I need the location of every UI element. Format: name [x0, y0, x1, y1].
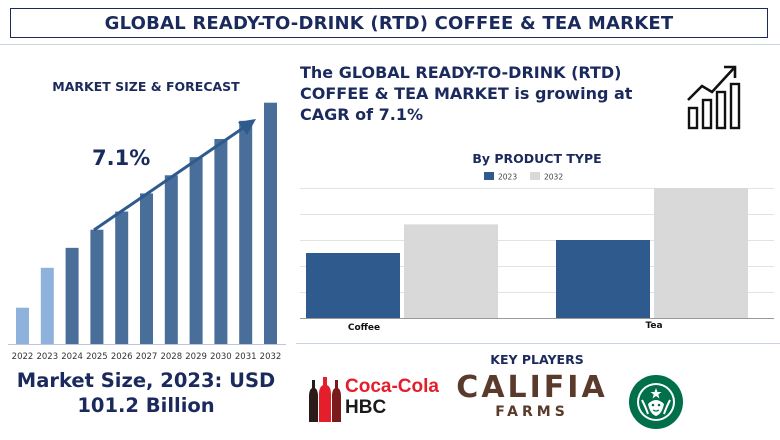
x-tick-label: 2024 — [61, 352, 83, 362]
bar-2032 — [264, 102, 277, 344]
bar-2031 — [239, 120, 253, 344]
bar-coffee-2032 — [404, 224, 498, 318]
bar-2025 — [90, 229, 104, 344]
bar-2028 — [164, 175, 178, 344]
califia-text: CALIFIA — [456, 370, 608, 405]
bar-2022 — [16, 307, 29, 344]
market-size-line-1: Market Size, 2023: USD — [16, 369, 276, 392]
category-label: Tea — [645, 321, 662, 331]
headline-line-2: COFFEE & TEA MARKET is growing at — [300, 84, 633, 103]
farms-text: FARMS — [495, 404, 569, 420]
legend-label: 2023 — [498, 173, 517, 182]
bar-2029 — [189, 157, 203, 344]
product-type-chart: 2023 2032 Coffee Tea — [300, 172, 774, 333]
headline-text: The GLOBAL READY-TO-DRINK (RTD) COFFEE &… — [300, 62, 670, 125]
bar-2024 — [65, 247, 79, 344]
bar-tea-2023 — [556, 240, 650, 318]
x-tick-label: 2022 — [12, 352, 34, 362]
x-tick-label: 2029 — [185, 352, 207, 362]
cagr-value: 7.1% — [92, 146, 151, 170]
bar-2023 — [40, 267, 54, 344]
headline-line-1: The GLOBAL READY-TO-DRINK (RTD) — [300, 63, 622, 82]
x-tick-label: 2023 — [36, 352, 58, 362]
market-size-summary: Market Size, 2023: USD 101.2 Billion — [0, 368, 292, 418]
growth-arrow-head — [238, 119, 256, 135]
starbucks-logo — [629, 375, 683, 429]
legend-swatch — [530, 172, 540, 180]
key-players-divider — [296, 343, 780, 344]
market-size-label: MARKET SIZE & FORECAST — [52, 79, 240, 94]
x-tick-label: 2027 — [136, 352, 158, 362]
bottles-icon — [309, 377, 341, 422]
growth-chart-icon — [687, 65, 741, 130]
bar-coffee-2023 — [306, 253, 400, 318]
headline-line-3: CAGR of 7.1% — [300, 105, 424, 124]
header-divider — [0, 44, 780, 45]
page-title: GLOBAL READY-TO-DRINK (RTD) COFFEE & TEA… — [10, 8, 768, 38]
growth-arrow — [93, 124, 247, 232]
category-label: Coffee — [348, 323, 380, 333]
legend-swatch — [484, 172, 494, 180]
product-type-title: By PRODUCT TYPE — [472, 151, 602, 166]
coca-cola-text: Coca-Cola — [345, 376, 439, 397]
x-tick-label: 2032 — [260, 352, 282, 362]
market-size-line-2: 101.2 Billion — [77, 394, 215, 417]
coca-cola-hbc-logo: Coca-Cola HBC — [305, 374, 455, 424]
product-type-panel: By PRODUCT TYPE 2023 2032 Coffee Tea — [296, 140, 778, 340]
market-size-panel: MARKET SIZE & FORECAST 2022 2023 2024 2025 2… — [0, 46, 292, 440]
x-tick-label: 2030 — [210, 352, 232, 362]
bar-2027 — [140, 193, 153, 344]
bar-2030 — [214, 138, 228, 344]
x-tick-label: 2028 — [160, 352, 182, 362]
califia-farms-logo: CALIFIA FARMS — [452, 372, 612, 428]
market-growth-chart: 2022 2023 2024 2025 2026 2027 2028 2029 2030 2031… — [8, 102, 286, 362]
bar-tea-2032 — [654, 188, 748, 318]
x-tick-label: 2025 — [86, 352, 108, 362]
key-players-title: KEY PLAYERS — [490, 352, 584, 367]
x-tick-label: 2031 — [235, 352, 257, 362]
legend-label: 2032 — [544, 173, 563, 182]
x-tick-label: 2026 — [111, 352, 133, 362]
hbc-text: HBC — [345, 397, 387, 418]
bar-2026 — [115, 211, 129, 344]
